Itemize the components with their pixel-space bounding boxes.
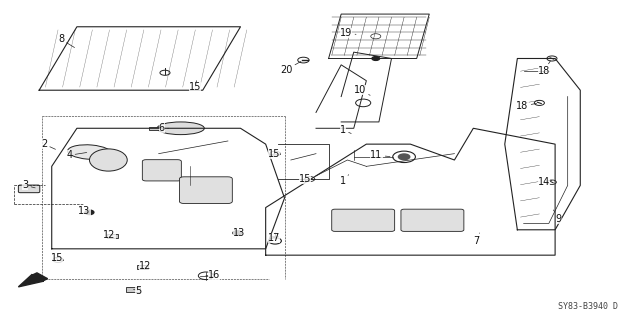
Text: 15: 15: [268, 149, 280, 159]
Text: FR.: FR.: [44, 270, 61, 279]
Text: 11: 11: [370, 150, 390, 160]
Ellipse shape: [90, 149, 127, 171]
Circle shape: [372, 57, 380, 60]
Bar: [126, 287, 140, 292]
Text: 4: 4: [66, 150, 87, 160]
Bar: [137, 265, 148, 269]
Text: 15: 15: [299, 174, 312, 184]
Text: 17: 17: [268, 233, 280, 243]
Text: 6: 6: [159, 123, 169, 133]
Text: 3: 3: [22, 180, 35, 190]
Text: 1: 1: [340, 175, 349, 186]
Text: 1: 1: [340, 125, 351, 135]
Text: 16: 16: [206, 270, 220, 280]
Text: 9: 9: [554, 210, 562, 224]
Text: 15: 15: [189, 81, 202, 92]
Circle shape: [85, 210, 94, 215]
FancyBboxPatch shape: [18, 185, 40, 193]
Ellipse shape: [68, 145, 111, 159]
Text: 10: 10: [354, 85, 370, 95]
Text: 19: 19: [340, 28, 356, 38]
Text: 12: 12: [104, 229, 116, 240]
Bar: [149, 127, 162, 130]
FancyBboxPatch shape: [142, 160, 181, 181]
FancyBboxPatch shape: [401, 209, 464, 231]
Text: 12: 12: [138, 261, 151, 271]
Text: 18: 18: [538, 61, 550, 76]
FancyBboxPatch shape: [332, 209, 394, 231]
Text: 18: 18: [516, 101, 537, 111]
Text: SY83-B3940 D: SY83-B3940 D: [558, 302, 618, 311]
Text: 8: 8: [58, 35, 75, 48]
Circle shape: [233, 231, 242, 235]
Text: 13: 13: [78, 206, 90, 216]
Ellipse shape: [157, 122, 204, 135]
Text: 13: 13: [233, 228, 245, 238]
FancyArrow shape: [18, 273, 47, 287]
Text: 14: 14: [538, 177, 552, 187]
Text: 20: 20: [280, 61, 301, 75]
Circle shape: [398, 154, 410, 160]
FancyBboxPatch shape: [179, 177, 233, 204]
Text: 15: 15: [51, 253, 63, 263]
Text: 2: 2: [41, 139, 56, 149]
Text: 7: 7: [473, 233, 480, 246]
Bar: [107, 234, 118, 238]
Text: 5: 5: [133, 286, 142, 296]
